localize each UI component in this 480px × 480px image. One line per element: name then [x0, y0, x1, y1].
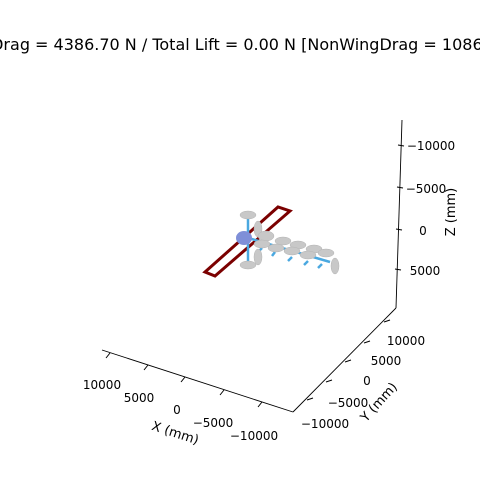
z-tick-label: −10000 — [407, 139, 455, 153]
x-tick — [105, 352, 111, 359]
y-tick-label: 5000 — [371, 354, 402, 368]
z-tick — [397, 144, 405, 147]
y-axis-line — [292, 307, 397, 413]
y-tick-label: −10000 — [301, 417, 349, 431]
pod — [317, 248, 335, 258]
x-axis-line — [101, 349, 294, 413]
chart-title: Total Drag = 4386.70 N / Total Lift = 0.… — [0, 35, 480, 54]
z-axis-label: Z (mm) — [444, 188, 459, 237]
pod — [330, 257, 340, 275]
x-tick — [143, 364, 149, 371]
y-tick-label: −5000 — [328, 396, 369, 410]
x-tick-label: −5000 — [193, 416, 234, 430]
y-tick — [325, 379, 333, 383]
pod — [239, 210, 257, 220]
pod — [239, 260, 257, 270]
y-tick-label: 10000 — [387, 334, 425, 348]
x-tick — [257, 401, 263, 408]
x-tick-label: −10000 — [230, 429, 278, 443]
pod — [267, 243, 285, 253]
pod — [299, 250, 317, 260]
y-tick — [344, 359, 352, 363]
pod — [253, 239, 271, 249]
z-tick-label: −5000 — [406, 182, 447, 196]
boom-strut — [317, 263, 323, 269]
pods — [239, 210, 340, 275]
y-tick-label: 0 — [363, 374, 371, 388]
z-axis-line — [395, 119, 403, 309]
y-tick — [363, 340, 371, 344]
boom-strut — [303, 260, 309, 266]
y-tick — [306, 397, 314, 401]
z-tick — [395, 228, 403, 231]
x-tick — [219, 389, 225, 396]
z-tick-label: 0 — [419, 224, 427, 238]
x-axis: 10000 5000 0 −10000 −5000 X (mm) — [83, 349, 294, 448]
z-tick — [394, 268, 402, 271]
pod — [283, 246, 301, 256]
wing-outline — [202, 205, 293, 278]
pod — [257, 230, 275, 242]
pod — [253, 248, 263, 266]
x-tick — [180, 376, 186, 383]
z-tick-label: 5000 — [410, 264, 441, 278]
pod — [274, 236, 292, 246]
x-tick-label: 5000 — [124, 391, 155, 405]
z-tick — [396, 186, 404, 189]
y-axis: 10000 5000 0 −5000 −10000 Y (mm) — [292, 307, 425, 431]
boom-strut — [271, 251, 276, 257]
y-tick — [383, 319, 391, 323]
z-axis: −10000 −5000 0 5000 Z (mm) — [394, 119, 459, 309]
x-tick-label: 10000 — [83, 378, 121, 392]
x-tick-label: 0 — [173, 403, 181, 417]
boom-strut — [287, 256, 293, 262]
aircraft-model — [202, 205, 340, 278]
center-body — [236, 231, 252, 245]
